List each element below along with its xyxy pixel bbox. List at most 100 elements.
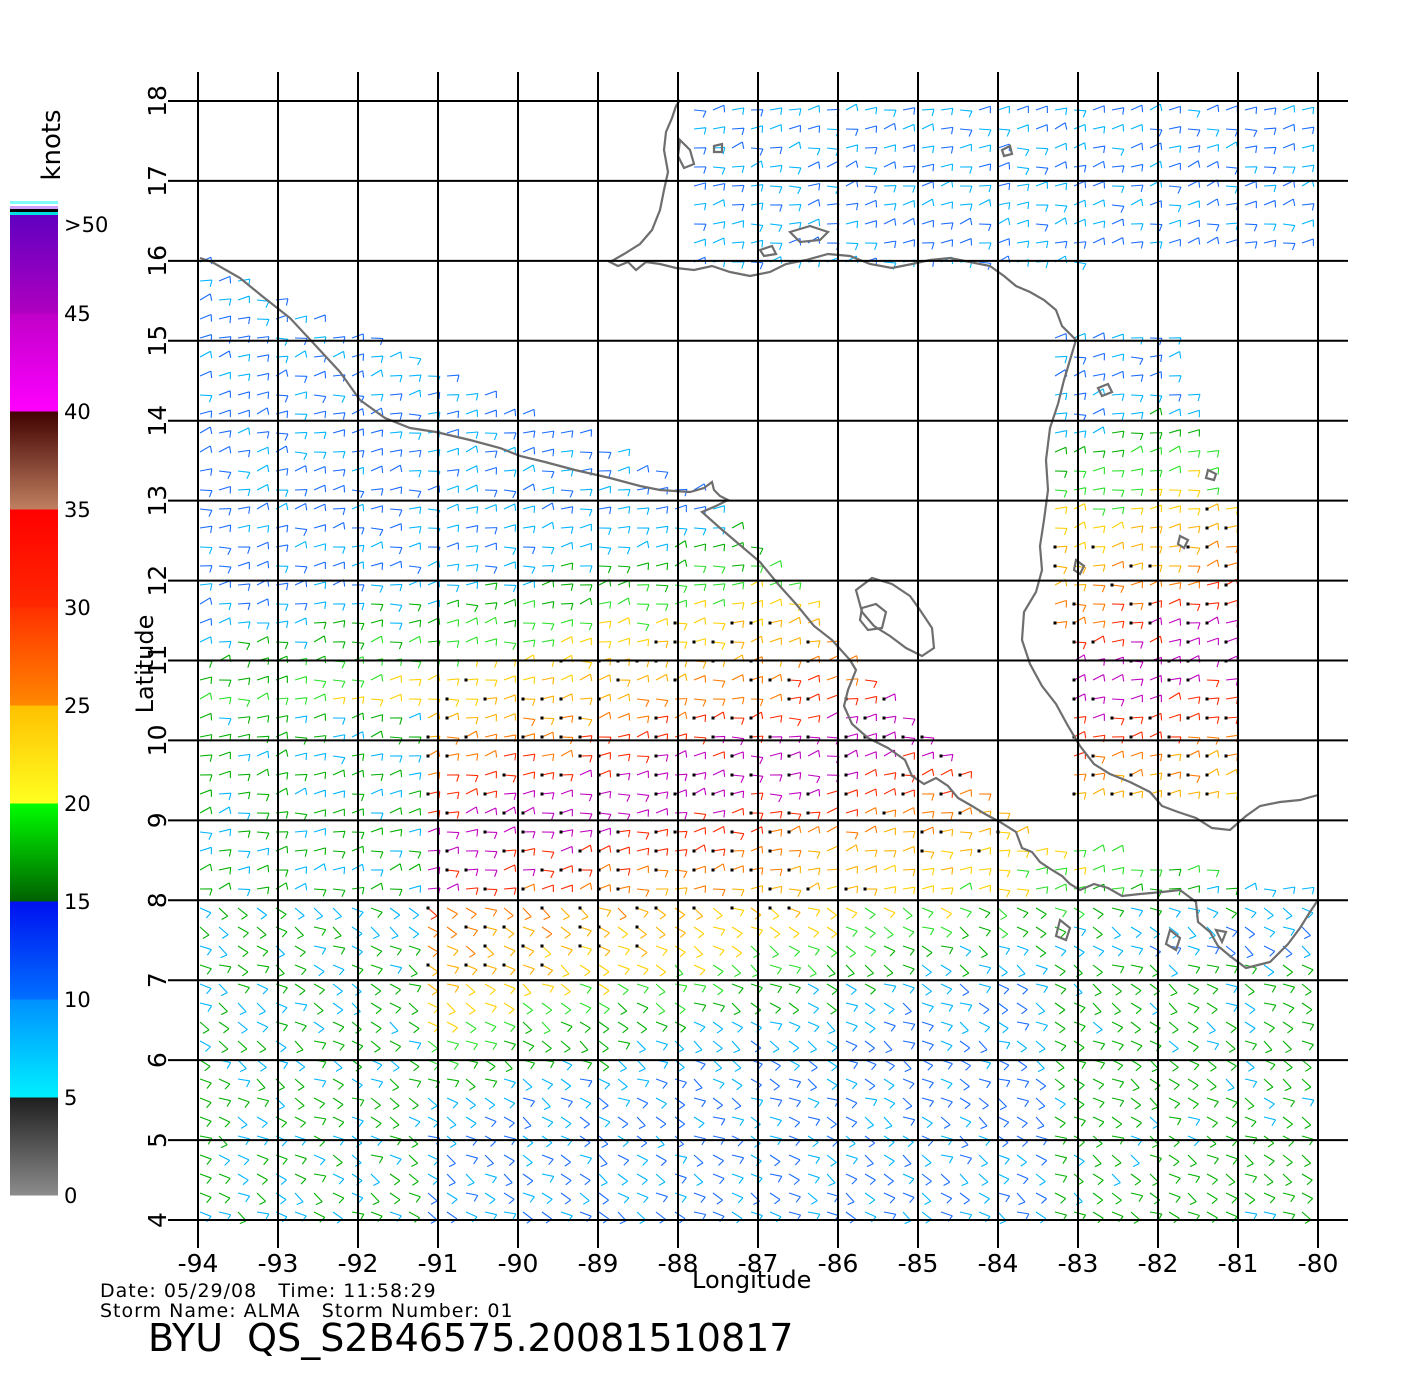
wind-barb: [636, 715, 649, 719]
wind-barb: [1016, 1097, 1029, 1102]
wind-barb: [598, 812, 611, 815]
wind-barb-flag: [229, 316, 232, 324]
wind-barb-flag: [209, 597, 213, 605]
wind-barb: [731, 1059, 742, 1069]
wind-barb-flag: [700, 1063, 706, 1070]
wind-barb: [1035, 1040, 1046, 1050]
wind-barb: [1111, 584, 1124, 587]
wind-barb-flag: [524, 916, 532, 921]
wind-barb: [1149, 888, 1162, 891]
wind-barb: [921, 1097, 934, 1102]
wind-barb-flag: [551, 792, 555, 800]
wind-barb-flag: [454, 986, 460, 993]
wind-barb: [1073, 1116, 1086, 1122]
wind-barb-flag: [830, 1123, 837, 1129]
rain-flag-dot: [483, 697, 487, 701]
wind-barb: [1225, 716, 1239, 719]
wind-barb-flag: [1159, 470, 1163, 478]
wind-barb: [1073, 945, 1085, 953]
wind-barb: [902, 1097, 913, 1107]
wind-barb: [636, 945, 648, 953]
wind-barb: [750, 826, 763, 833]
rain-flag-dot: [426, 735, 430, 739]
wind-barb-flag: [487, 953, 495, 958]
wind-barb-flag: [400, 807, 403, 815]
wind-barb-flag: [912, 165, 916, 173]
wind-barb: [940, 1040, 953, 1047]
wind-barb: [408, 389, 421, 396]
wind-barb: [199, 597, 211, 605]
wind-barb-flag: [681, 1177, 687, 1184]
colorbar-tick-label: 15: [64, 890, 91, 914]
wind-barb: [1130, 945, 1143, 950]
wind-barb-flag: [684, 559, 688, 567]
wind-barb-flag: [513, 887, 517, 895]
rain-flag-dot: [806, 640, 810, 644]
wind-barb-flag: [684, 774, 688, 782]
wind-barb-flag: [282, 1158, 288, 1165]
wind-barb: [446, 945, 459, 952]
wind-barb: [313, 1097, 325, 1104]
wind-barb: [332, 394, 345, 397]
wind-barb: [1206, 1116, 1218, 1124]
rain-flag-dot: [635, 906, 639, 910]
wind-barb-flag: [1179, 351, 1182, 359]
wind-barb-flag: [208, 833, 213, 840]
wind-barb-flag: [818, 183, 821, 191]
wind-barb-flag: [589, 869, 593, 877]
wind-barb-flag: [412, 933, 420, 939]
wind-barb-flag: [1084, 446, 1087, 454]
wind-barb: [199, 712, 212, 719]
wind-barb: [1149, 526, 1162, 529]
wind-barb-flag: [305, 753, 308, 761]
wind-barb: [389, 393, 402, 396]
wind-barb: [959, 926, 969, 936]
wind-barb-flag: [280, 913, 287, 920]
wind-barb-flag: [913, 807, 916, 815]
wind-barb: [199, 754, 213, 757]
wind-barb: [313, 484, 326, 491]
wind-barb: [446, 542, 459, 548]
wind-barb: [617, 812, 630, 815]
wind-barb: [1054, 161, 1066, 168]
wind-barb-flag: [1248, 991, 1255, 996]
wind-barb-flag: [722, 147, 726, 155]
wind-barb-flag: [799, 697, 802, 705]
wind-barb-flag: [266, 431, 270, 439]
wind-barb-flag: [794, 1159, 801, 1166]
wind-barb: [199, 314, 212, 320]
wind-barb: [617, 1154, 629, 1161]
wind-barb: [199, 1021, 210, 1031]
wind-barb: [883, 1021, 896, 1027]
wind-barb: [598, 1097, 609, 1107]
wind-barb: [218, 882, 230, 890]
wind-barb: [769, 693, 782, 700]
wind-barb: [1225, 185, 1239, 188]
wind-barb-flag: [476, 617, 479, 625]
wind-barb: [902, 200, 915, 206]
wind-barb-flag: [1007, 850, 1011, 858]
wind-barb-flag: [587, 1157, 593, 1165]
wind-barb: [541, 717, 555, 720]
wind-barb: [560, 1078, 572, 1087]
wind-barb-flag: [467, 1182, 475, 1187]
rain-flag-dot: [578, 868, 582, 872]
wind-barb-flag: [734, 972, 741, 978]
wind-barb-flag: [1253, 130, 1258, 138]
wind-barb: [598, 693, 611, 700]
wind-barb: [693, 1173, 704, 1183]
wind-barb-flag: [1267, 915, 1274, 920]
wind-barb-flag: [760, 699, 764, 707]
wind-barb-flag: [1084, 219, 1087, 227]
wind-barb: [560, 715, 573, 719]
wind-barb-flag: [550, 851, 555, 859]
wind-barb-flag: [395, 1007, 402, 1014]
wind-barb-flag: [1121, 470, 1125, 478]
wind-barb: [1035, 1154, 1047, 1162]
wind-barb: [199, 1154, 212, 1160]
wind-barb: [560, 450, 573, 453]
wind-barb-flag: [666, 526, 669, 534]
wind-barb-flag: [495, 807, 498, 815]
wind-barb: [484, 850, 498, 853]
wind-barb: [1187, 1040, 1199, 1048]
